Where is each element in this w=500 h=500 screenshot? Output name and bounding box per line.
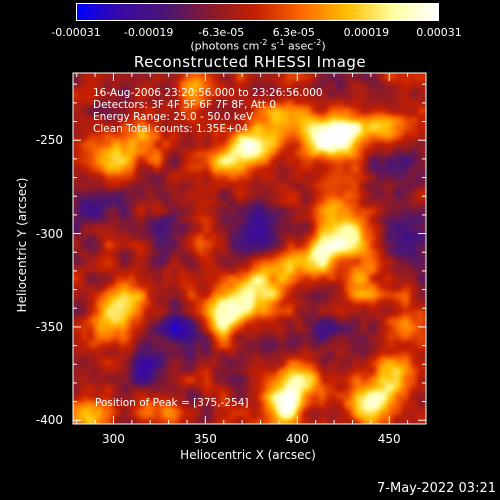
colorbar xyxy=(76,3,439,21)
plot-frame xyxy=(72,72,427,425)
info-line: Detectors: 3F 4F 5F 6F 7F 8F, Att 0 xyxy=(93,99,277,111)
x-tick-label: 300 xyxy=(101,432,125,446)
peak-position-label: Position of Peak = [375,-254] xyxy=(95,397,249,409)
colorbar-tick-label: -0.00031 xyxy=(51,26,101,39)
y-tick-label: -250 xyxy=(35,133,63,148)
x-tick-label: 400 xyxy=(285,432,309,446)
colorbar-tick-label: 0.00031 xyxy=(416,26,462,39)
x-tick-label: 350 xyxy=(193,432,217,446)
info-line: 16-Aug-2006 23:20:56.000 to 23:26:56.000 xyxy=(93,87,323,99)
heatmap-image xyxy=(73,73,426,424)
colorbar-tick-label: 6.3e-05 xyxy=(272,26,315,39)
y-tick-label: -400 xyxy=(35,413,63,428)
colorbar-tick-label: -6.3e-05 xyxy=(198,26,245,39)
colorbar-tick-label: 0.00019 xyxy=(343,26,390,39)
info-line: Energy Range: 25.0 - 50.0 keV xyxy=(93,111,254,123)
y-axis-label: Heliocentric Y (arcsec) xyxy=(15,177,29,313)
info-line: Clean Total counts: 1.35E+04 xyxy=(93,123,249,135)
x-axis-label: Heliocentric X (arcsec) xyxy=(180,448,316,462)
y-tick-label: -350 xyxy=(35,319,63,334)
colorbar-tick-label: -0.00019 xyxy=(123,26,174,39)
x-tick-label: 450 xyxy=(377,432,401,446)
colorbar-unit-label: (photons cm-2 s-1 asec-2) xyxy=(190,38,326,53)
chart-title: Reconstructed RHESSI Image xyxy=(133,53,367,71)
y-tick-label: -300 xyxy=(35,226,63,241)
footer-timestamp: 7-May-2022 03:21 xyxy=(377,481,496,496)
